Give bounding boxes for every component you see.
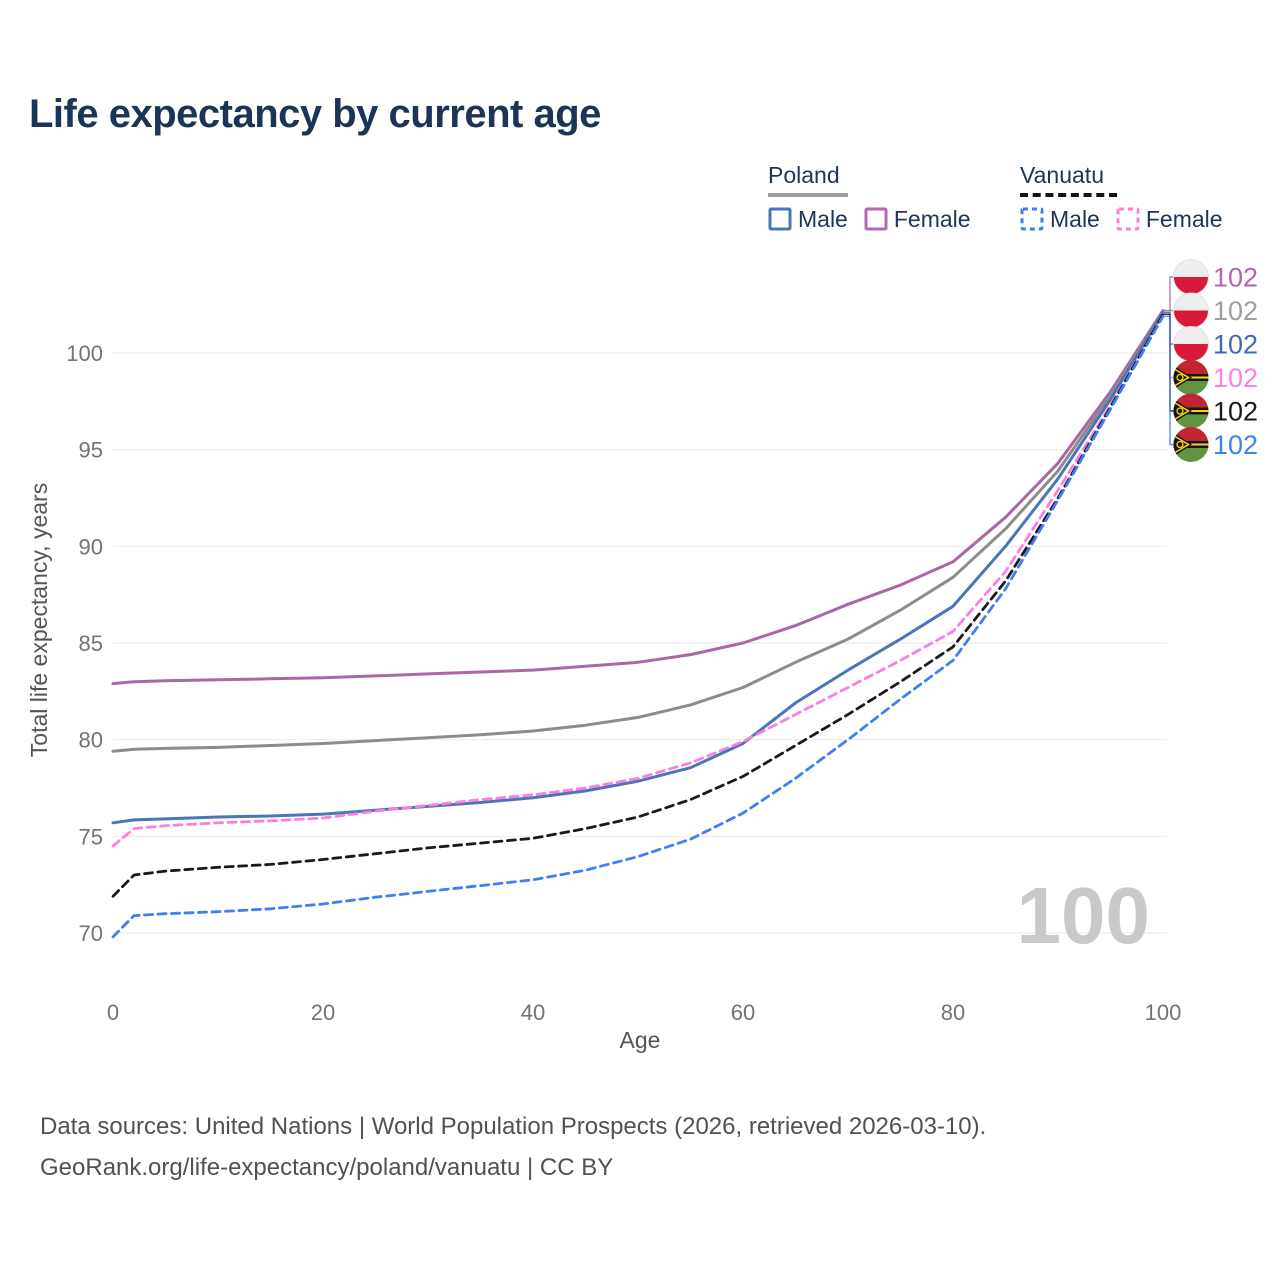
footer-url-line: GeoRank.org/life-expectancy/poland/vanua… — [40, 1154, 614, 1181]
series-lines — [111, 309, 1165, 939]
vanuatu-line-swatch-icon — [1020, 193, 1117, 197]
y-tick-label: 90 — [79, 534, 103, 559]
y-tick-label: 75 — [79, 824, 103, 849]
y-axis-title: Total life expectancy, years — [26, 483, 52, 757]
series-line-poland-male[interactable] — [111, 310, 1165, 825]
end-value-label: 102 — [1213, 296, 1258, 326]
axis-labels: 70 75 80 85 90 95 100 0 20 40 60 80 100 Age Total life… — [26, 341, 1181, 1053]
legend-group-vanuatu: Vanuatu Male Female — [1020, 162, 1223, 233]
legend-item-vanuatu-male[interactable]: Male — [1020, 206, 1100, 233]
y-tick-label: 85 — [79, 631, 103, 656]
vanuatu-flag-icon — [1173, 393, 1209, 429]
poland-flag-icon — [1173, 292, 1209, 329]
x-tick-label: 100 — [1145, 1000, 1182, 1025]
gridlines — [113, 352, 1167, 934]
legend-group-poland: Poland Male Female — [768, 162, 971, 233]
series-line-poland-female[interactable] — [111, 309, 1165, 686]
poland-female-swatch-icon — [864, 207, 888, 231]
footer-source-line: Data sources: United Nations | World Pop… — [40, 1113, 987, 1140]
x-axis-title: Age — [620, 1027, 661, 1053]
x-tick-label: 20 — [311, 1000, 335, 1025]
vanuatu-male-swatch-icon — [1020, 207, 1044, 231]
legend-item-label: Male — [798, 206, 848, 232]
y-tick-label: 95 — [79, 438, 103, 463]
x-tick-label: 0 — [107, 1000, 119, 1025]
poland-line-swatch-icon — [768, 193, 848, 197]
legend-title-vanuatu[interactable]: Vanuatu — [1020, 162, 1104, 188]
legend-item-poland-male[interactable]: Male — [768, 206, 848, 233]
age-ticker-watermark: 100 — [1017, 871, 1150, 960]
x-tick-label: 40 — [521, 1000, 545, 1025]
end-value-label: 102 — [1213, 363, 1258, 393]
end-value-label: 102 — [1213, 330, 1258, 360]
poland-flag-icon — [1173, 326, 1209, 362]
vanuatu-flag-icon — [1173, 427, 1209, 462]
legend-item-label: Female — [1145, 206, 1223, 232]
series-line-vanuatu-male[interactable] — [111, 314, 1165, 939]
y-tick-label: 100 — [66, 341, 103, 366]
legend-item-label: Female — [893, 206, 971, 232]
end-value-label: 102 — [1213, 430, 1258, 460]
page-title: Life expectancy by current age — [29, 92, 601, 136]
series-line-poland-all[interactable] — [111, 310, 1165, 753]
series-line-vanuatu-female[interactable] — [111, 312, 1165, 848]
poland-flag-icon — [1173, 259, 1209, 295]
legend-item-vanuatu-female[interactable]: Female — [1116, 206, 1223, 233]
y-tick-label: 80 — [79, 728, 103, 753]
footer: Data sources: United Nations | World Pop… — [40, 1106, 986, 1188]
x-tick-label: 80 — [941, 1000, 965, 1025]
x-tick-label: 60 — [731, 1000, 755, 1025]
legend-item-label: Male — [1050, 206, 1100, 232]
end-label-connector — [1164, 313, 1178, 412]
legend-title-poland[interactable]: Poland — [768, 162, 840, 188]
watermark: 100 — [1017, 871, 1150, 960]
y-tick-label: 70 — [79, 921, 103, 946]
end-value-label: 102 — [1213, 397, 1258, 427]
series-line-vanuatu-all[interactable] — [111, 312, 1165, 898]
legend-item-poland-female[interactable]: Female — [864, 206, 971, 233]
vanuatu-flag-icon — [1173, 360, 1209, 395]
vanuatu-female-swatch-icon — [1116, 207, 1140, 231]
end-value-label: 102 — [1213, 263, 1258, 293]
poland-male-swatch-icon — [768, 207, 792, 231]
